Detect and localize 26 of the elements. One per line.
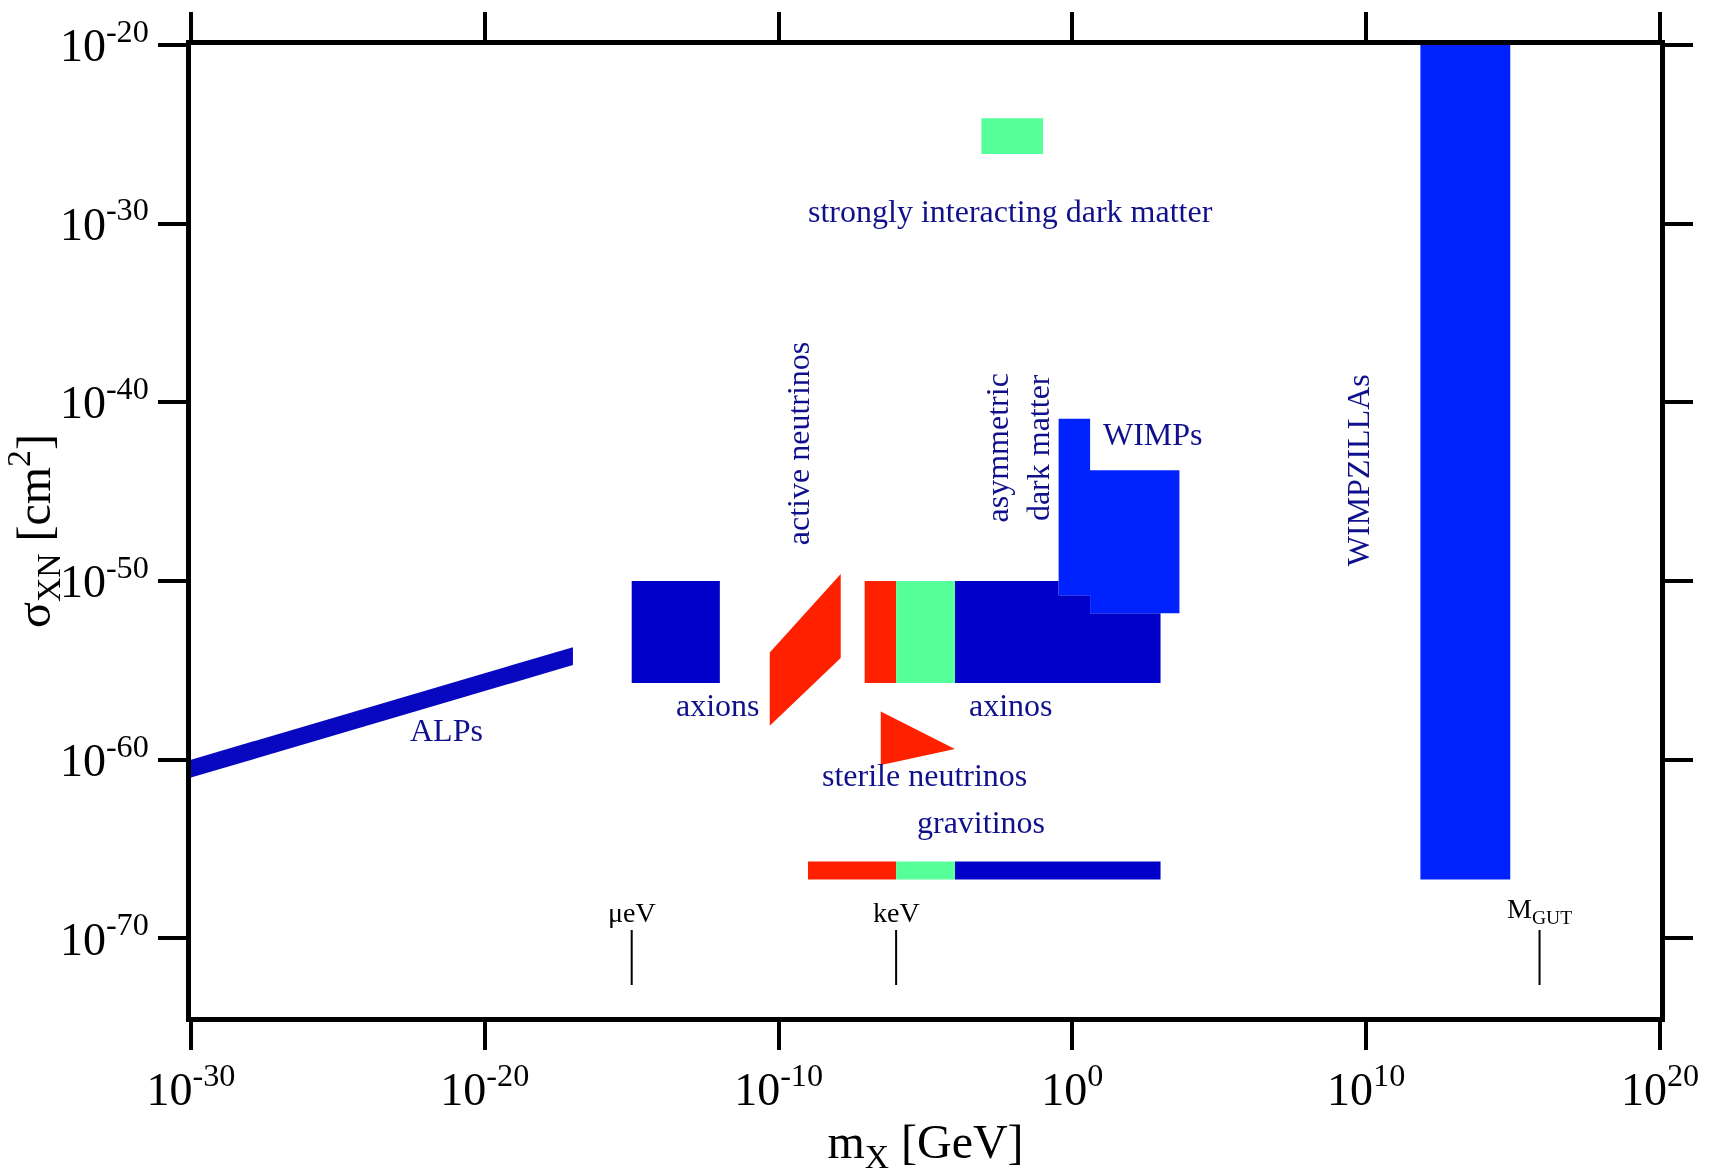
y-tick-label: 10$^{-70}$ <box>59 906 149 965</box>
annotation: asymmetric dark matter <box>978 373 1057 523</box>
x-axis-title: m$_{X}$ [GeV] <box>827 1114 1024 1175</box>
annotation: keV <box>873 897 920 928</box>
y-tick-label: 10$^{-30}$ <box>59 191 149 250</box>
x-tick-label: 10$^{-10}$ <box>734 1056 824 1116</box>
y-tick-label: 10$^{-40}$ <box>59 370 149 429</box>
y-tick-label: 10$^{-50}$ <box>59 548 149 608</box>
x-tick-label: 10$^{10}$ <box>1327 1056 1406 1116</box>
annotation: M$_{GUT}$ <box>1507 893 1573 928</box>
x-tick-label: 10$^{0}$ <box>1041 1056 1104 1116</box>
y-tick-label: 10$^{-20}$ <box>59 12 149 72</box>
annotation: axions <box>676 687 760 723</box>
annotation: ALPs <box>410 712 483 748</box>
annotation: WIMPZILLAs <box>1339 374 1376 567</box>
annotation: sterile neutrinos <box>822 757 1028 793</box>
annotation: axinos <box>969 687 1053 723</box>
annotation: WIMPs <box>1103 416 1203 452</box>
annotation: active neutrinos <box>780 341 817 546</box>
annotation: μeV <box>608 897 656 928</box>
annotation: gravitinos <box>917 804 1045 840</box>
annotation: strongly interacting dark matter <box>808 193 1213 229</box>
y-tick-label: 10$^{-60}$ <box>59 727 149 786</box>
x-tick-label: 10$^{-20}$ <box>440 1056 530 1116</box>
x-tick-label: 10$^{-30}$ <box>146 1056 236 1116</box>
x-tick-label: 10$^{20}$ <box>1620 1056 1700 1116</box>
